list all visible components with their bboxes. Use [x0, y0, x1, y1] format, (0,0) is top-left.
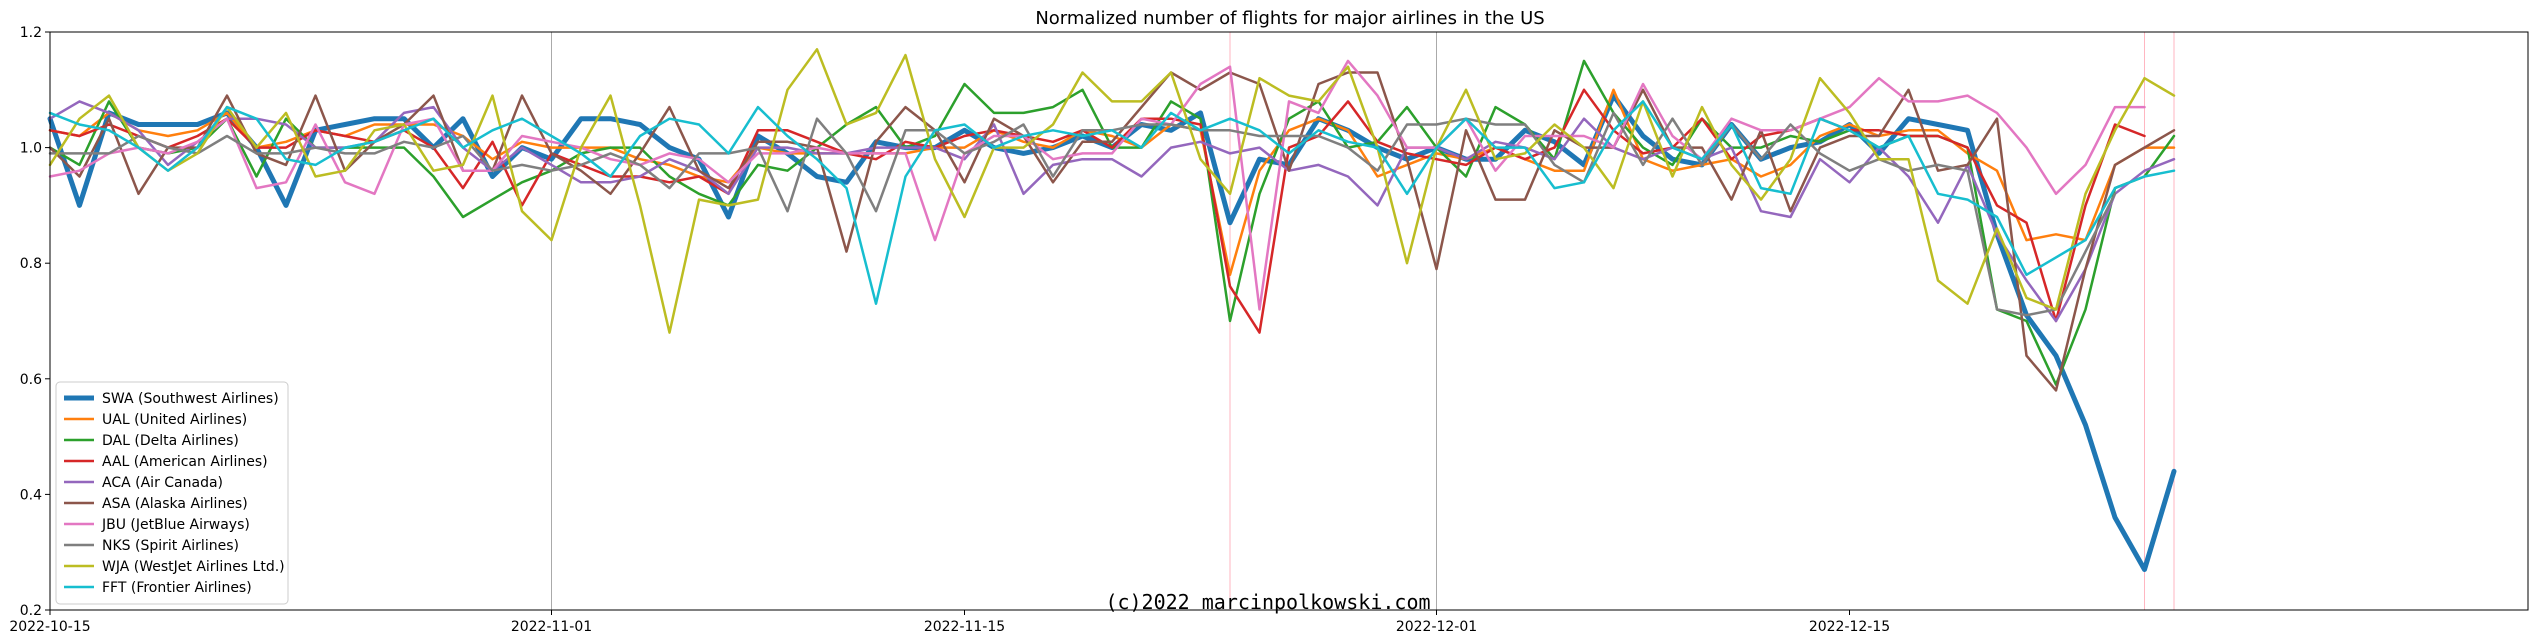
legend-label: WJA (WestJet Airlines Ltd.): [102, 559, 285, 575]
series-line-jbu: [48, 59, 2146, 311]
legend: SWA (Southwest Airlines) UAL (United Airl…: [55, 381, 289, 605]
series-lines: [47, 48, 2177, 572]
legend-label: NKS (Spirit Airlines): [102, 538, 239, 554]
x-tick-label: 2022-12-15: [1809, 619, 1890, 635]
series-line-aca: [48, 100, 2176, 323]
series-line-wja: [48, 48, 2176, 334]
x-tick-label: 2022-11-15: [924, 619, 1005, 635]
series-line-aal: [48, 88, 2146, 334]
legend-label: ACA (Air Canada): [102, 475, 223, 491]
reference-lines: [551, 32, 2175, 610]
series-line-fft: [48, 100, 2176, 305]
series-line-dal: [48, 59, 2176, 386]
x-tick-label: 2022-12-01: [1396, 619, 1477, 635]
legend-label: FFT (Frontier Airlines): [102, 580, 252, 596]
legend-label: DAL (Delta Airlines): [102, 433, 239, 449]
x-tick-label: 2022-10-15: [9, 619, 90, 635]
legend-label: ASA (Alaska Airlines): [102, 496, 248, 512]
legend-label: UAL (United Airlines): [102, 412, 247, 428]
series-line-nks: [48, 111, 2117, 317]
plot-area-frame: [49, 31, 2529, 611]
series-line-swa: [47, 93, 2177, 572]
chart-title: Normalized number of flights for major a…: [1035, 8, 1544, 29]
y-tick-label: 1.2: [20, 25, 42, 41]
legend-box: [55, 381, 289, 605]
legend-label: JBU (JetBlue Airways): [101, 517, 250, 533]
y-axis: 0.2 0.4 0.6 0.8 1.0 1.2: [20, 25, 50, 619]
y-tick-label: 0.8: [20, 256, 42, 272]
legend-label: SWA (Southwest Airlines): [102, 391, 279, 407]
legend-label: AAL (American Airlines): [102, 454, 268, 470]
x-tick-label: 2022-11-01: [511, 619, 592, 635]
y-tick-label: 0.4: [20, 487, 42, 503]
y-tick-label: 1.0: [20, 141, 42, 157]
y-tick-label: 0.2: [20, 603, 42, 619]
x-axis: 2022-10-15 2022-11-01 2022-11-15 2022-12-01…: [9, 610, 1890, 635]
watermark: (c)2022 marcinpolkowski.com: [1105, 590, 1430, 614]
y-tick-label: 0.6: [20, 372, 42, 388]
